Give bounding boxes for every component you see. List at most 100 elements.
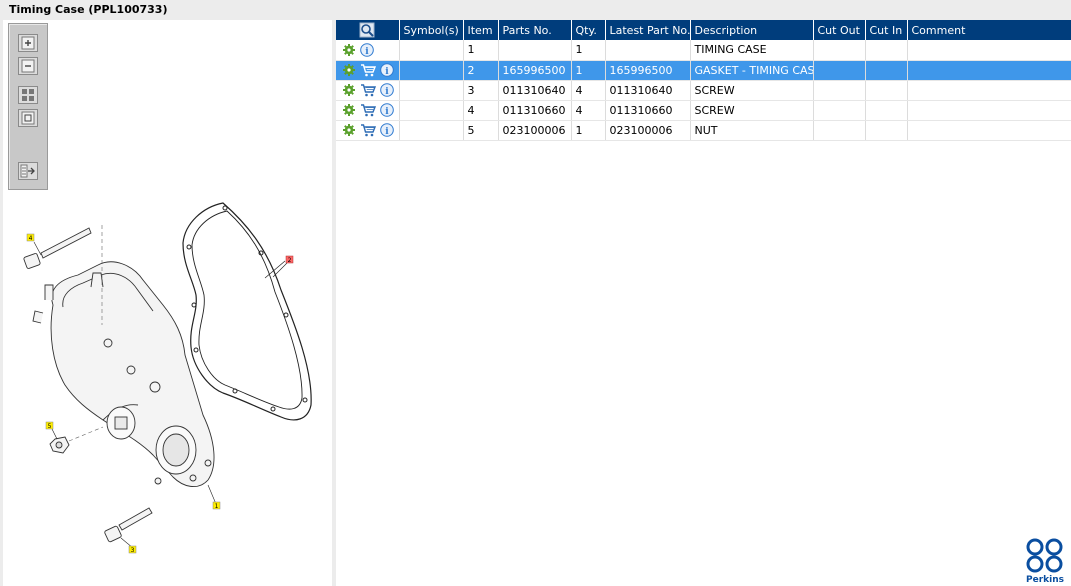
cell-comment [907,60,1071,81]
export-button[interactable] [18,162,38,180]
column-comment[interactable]: Comment [907,20,1071,40]
cell-latest-part-no: 023100006 [605,120,691,141]
row-actions: i [336,100,400,121]
column-cut-in[interactable]: Cut In [865,20,908,40]
exploded-parts-diagram: 4 2 5 1 3 [23,202,312,554]
table-row[interactable]: i 1 1 TIMING CASE [336,40,1071,61]
cell-symbols [399,60,464,81]
table-row[interactable]: i 3 011310640 4 011310640 SCREW [336,80,1071,101]
cell-comment [907,100,1071,121]
table-header: Symbol(s) Item Parts No. Qty. Latest Par… [336,20,1071,40]
cell-cut-in [865,100,908,121]
cell-symbols [399,100,464,121]
svg-text:3: 3 [131,547,135,554]
cell-latest-part-no [605,40,691,61]
cart-icon[interactable] [360,83,376,97]
cell-latest-part-no: 011310660 [605,100,691,121]
cell-item: 2 [463,60,499,81]
info-icon[interactable]: i [380,83,394,97]
actual-size-button[interactable] [18,109,38,127]
svg-text:i: i [385,107,389,117]
info-icon[interactable]: i [380,63,394,77]
callout-2[interactable]: 2 [285,255,294,264]
info-icon[interactable]: i [380,103,394,117]
row-actions: i [336,120,400,141]
cell-symbols [399,40,464,61]
gear-icon[interactable] [342,83,356,97]
zoom-out-button[interactable] [18,57,38,75]
gear-icon[interactable] [342,63,356,77]
zoom-in-button[interactable] [18,34,38,52]
fit-page-icon [22,89,34,101]
cart-icon[interactable] [360,63,376,77]
fit-page-button[interactable] [18,86,38,104]
cell-symbols [399,80,464,101]
drawing-pane[interactable]: 4 2 5 1 3 [3,20,332,586]
cell-latest-part-no: 011310640 [605,80,691,101]
cell-description: GASKET - TIMING CASE [690,60,814,81]
callout-1[interactable]: 1 [212,501,221,510]
table-row[interactable]: i 4 011310660 4 011310660 SCREW [336,100,1071,121]
viewer-toolbar [8,23,48,190]
cell-cut-in [865,60,908,81]
svg-text:2: 2 [288,257,292,264]
gear-icon[interactable] [342,123,356,137]
cell-cut-out [813,40,866,61]
row-actions: i [336,60,400,81]
screw-item-4 [23,227,92,269]
column-cut-out[interactable]: Cut Out [813,20,866,40]
cell-parts-no: 023100006 [498,120,572,141]
actual-size-icon [21,111,35,125]
cell-cut-in [865,120,908,141]
cell-comment [907,80,1071,101]
cell-cut-out [813,60,866,81]
cell-item: 5 [463,120,499,141]
svg-text:5: 5 [48,423,52,430]
brand-name: Perkins [1026,575,1064,584]
plus-icon [21,36,35,50]
cell-qty: 1 [571,40,606,61]
gear-icon[interactable] [342,43,356,57]
cell-cut-in [865,40,908,61]
cell-description: TIMING CASE [690,40,814,61]
title-bar: Timing Case (PPL100733) [0,0,1071,20]
row-actions: i [336,80,400,101]
cell-cut-out [813,120,866,141]
cell-parts-no: 011310640 [498,80,572,101]
column-actions[interactable] [336,20,400,40]
cell-description: NUT [690,120,814,141]
cell-item: 4 [463,100,499,121]
svg-text:i: i [385,127,389,137]
search-parts-icon[interactable] [359,22,375,38]
timing-case-body [32,261,215,487]
column-description[interactable]: Description [690,20,814,40]
parts-table-body: i 1 1 TIMING CASE i 2 165996500 1 165996500 GASKE… [336,40,1071,141]
cell-item: 3 [463,80,499,101]
minus-icon [21,59,35,73]
column-parts-no[interactable]: Parts No. [498,20,572,40]
column-latest-part-no[interactable]: Latest Part No. [605,20,691,40]
perkins-logo: Perkins [1026,538,1064,584]
column-symbols[interactable]: Symbol(s) [399,20,464,40]
callout-5[interactable]: 5 [45,421,54,430]
cart-icon[interactable] [360,103,376,117]
column-item[interactable]: Item [463,20,499,40]
table-row[interactable]: i 5 023100006 1 023100006 NUT [336,120,1071,141]
cell-parts-no: 011310660 [498,100,572,121]
callout-4[interactable]: 4 [26,233,35,242]
cart-icon[interactable] [360,123,376,137]
screw-item-3 [104,507,153,543]
cell-item: 1 [463,40,499,61]
cell-parts-no [498,40,572,61]
info-icon[interactable]: i [380,123,394,137]
svg-text:i: i [385,87,389,97]
callout-3[interactable]: 3 [128,545,137,554]
table-row[interactable]: i 2 165996500 1 165996500 GASKET - TIMING CAS… [336,60,1071,81]
column-qty[interactable]: Qty. [571,20,606,40]
info-icon[interactable]: i [360,42,374,57]
gear-icon[interactable] [342,103,356,117]
svg-text:i: i [365,47,369,57]
svg-text:1: 1 [215,503,219,510]
cell-qty: 4 [571,100,606,121]
parts-table: Symbol(s) Item Parts No. Qty. Latest Par… [336,20,1071,141]
